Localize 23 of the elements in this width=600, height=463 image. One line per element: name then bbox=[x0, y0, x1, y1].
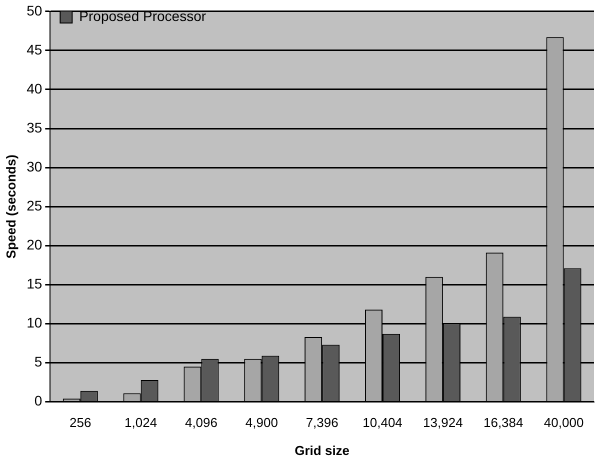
y-tick-label: 5 bbox=[34, 354, 42, 370]
x-axis-title: Grid size bbox=[294, 442, 350, 458]
x-tick-label: 4,096 bbox=[184, 415, 218, 430]
x-tick-label: 4,900 bbox=[245, 415, 278, 430]
y-tick-label: 35 bbox=[26, 119, 42, 136]
legend-label: Proposed Processor bbox=[79, 8, 206, 24]
x-tick-label: 1,024 bbox=[124, 415, 158, 430]
y-tick-label: 40 bbox=[26, 80, 42, 96]
x-tick-label: 16,384 bbox=[483, 415, 524, 430]
y-tick-label: 10 bbox=[26, 314, 42, 331]
y-tick-label: 25 bbox=[26, 197, 42, 214]
x-tick-label: 7,396 bbox=[306, 415, 338, 430]
y-tick-label: 0 bbox=[34, 392, 42, 409]
y-axis-title: Speed (seconds) bbox=[3, 154, 18, 259]
x-tick-label: 13,924 bbox=[423, 415, 463, 430]
y-tick-label: 20 bbox=[26, 236, 42, 252]
x-tick-label: 10,404 bbox=[362, 415, 402, 430]
y-tick-label: 30 bbox=[26, 158, 42, 174]
y-tick-label: 15 bbox=[26, 276, 42, 292]
y-tick-label: 50 bbox=[26, 2, 42, 18]
x-tick-label: 40,000 bbox=[544, 415, 584, 430]
y-tick-label: 45 bbox=[26, 41, 42, 58]
x-tick-label: 256 bbox=[70, 415, 92, 430]
